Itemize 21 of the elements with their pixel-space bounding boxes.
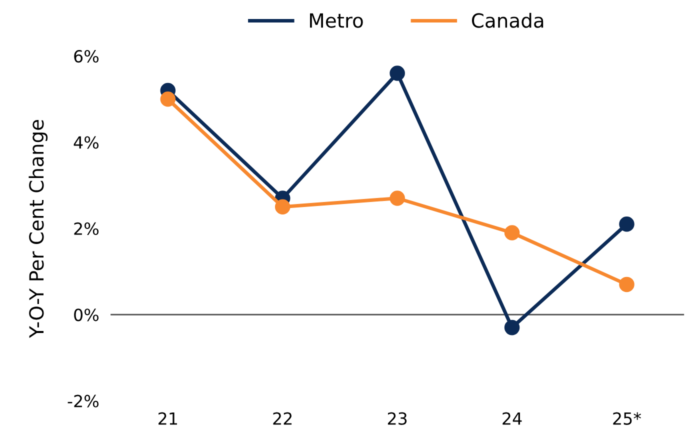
point — [619, 216, 634, 232]
y-axis-title: Y-O-Y Per Cent Change — [28, 120, 48, 338]
x-tick-label: 23 — [388, 412, 407, 425]
x-tick-label: 21 — [158, 412, 177, 425]
y-tick-label: 6% — [74, 50, 99, 63]
x-tick-label: 24 — [502, 412, 522, 425]
point — [274, 199, 290, 215]
x-tick-label: 22 — [273, 412, 292, 425]
legend-label: Canada — [472, 12, 544, 28]
y-tick-label: 0% — [74, 308, 99, 322]
point — [390, 190, 405, 206]
point — [390, 66, 405, 81]
point — [504, 225, 520, 240]
y-tick-label: 2% — [74, 222, 99, 235]
point — [504, 320, 520, 336]
y-tick-label: -2% — [68, 394, 99, 408]
legend-label: Metro — [310, 13, 363, 28]
x-tick-label: 25* — [613, 412, 642, 425]
point — [160, 91, 176, 107]
point — [619, 276, 634, 292]
y-tick-label: 4% — [74, 136, 99, 149]
